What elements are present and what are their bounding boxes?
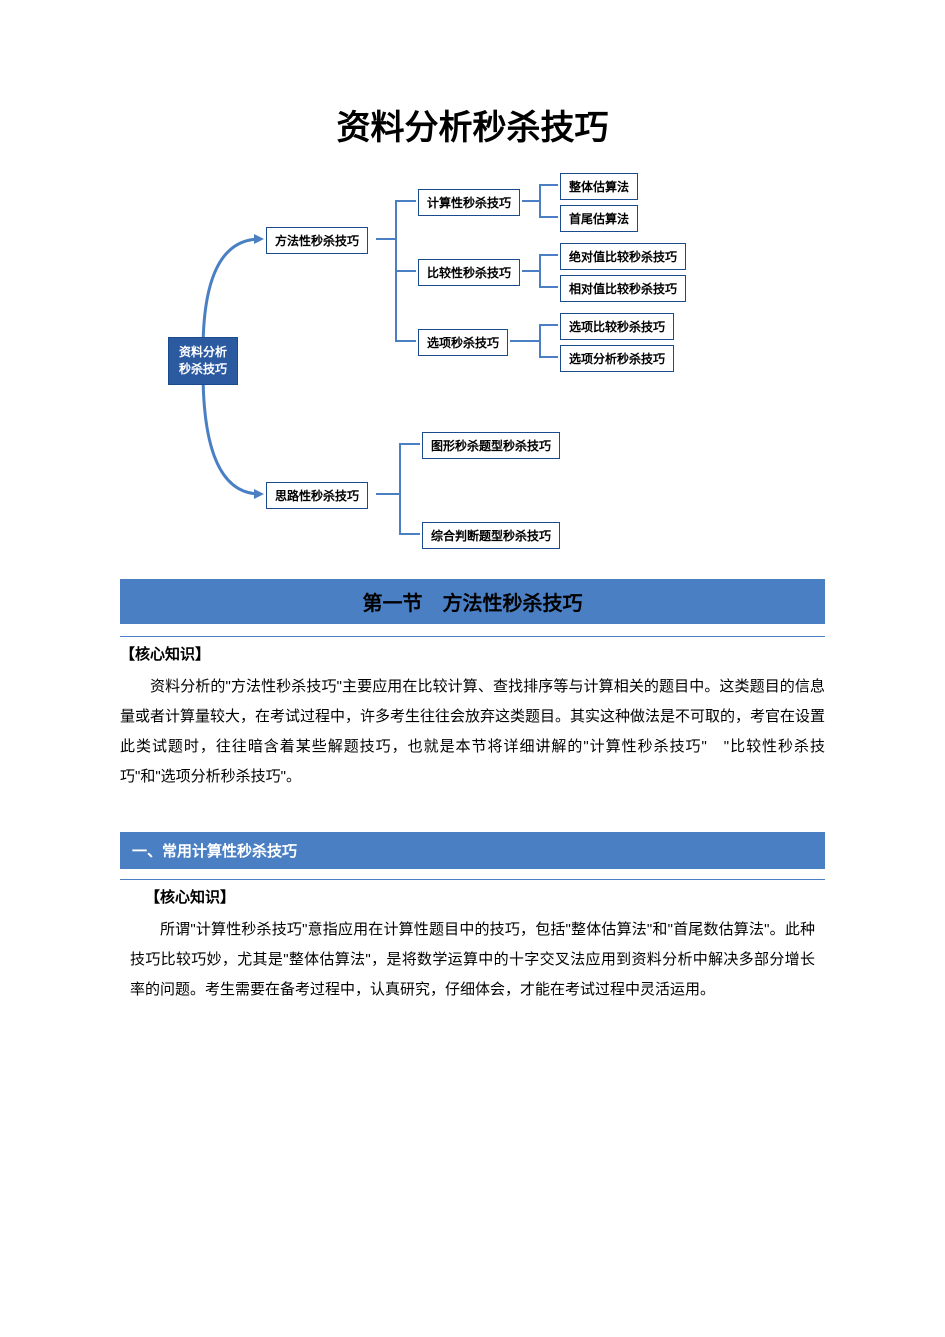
node-leaf-optanalysis: 选项分析秒杀技巧 xyxy=(560,345,674,372)
node-branch2: 思路性秒杀技巧 xyxy=(266,482,368,509)
node-branch1: 方法性秒杀技巧 xyxy=(266,227,368,254)
section2-header: 一、常用计算性秒杀技巧 xyxy=(120,832,825,869)
node-leaf-graphic: 图形秒杀题型秒杀技巧 xyxy=(422,432,560,459)
node-mid-calc: 计算性秒杀技巧 xyxy=(418,189,520,216)
node-leaf-comprehensive: 综合判断题型秒杀技巧 xyxy=(422,522,560,549)
node-mid-compare: 比较性秒杀技巧 xyxy=(418,259,520,286)
section2-content: 【核心知识】 所谓"计算性秒杀技巧"意指应用在计算性题目中的技巧，包括"整体估算… xyxy=(120,879,825,1005)
section2-body: 所谓"计算性秒杀技巧"意指应用在计算性题目中的技巧，包括"整体估算法"和"首尾数… xyxy=(130,915,815,1005)
section1-body: 资料分析的"方法性秒杀技巧"主要应用在比较计算、查找排序等与计算相关的题目中。这… xyxy=(120,672,825,792)
node-leaf-overall: 整体估算法 xyxy=(560,173,638,200)
node-leaf-relative: 相对值比较秒杀技巧 xyxy=(560,275,686,302)
section1-header: 第一节 方法性秒杀技巧 xyxy=(120,579,825,624)
node-leaf-headtail: 首尾估算法 xyxy=(560,205,638,232)
page-title: 资料分析秒杀技巧 xyxy=(120,100,825,149)
tree-diagram: 资料分析秒杀技巧 方法性秒杀技巧 思路性秒杀技巧 计算性秒杀技巧 比较性秒杀技巧… xyxy=(120,179,825,559)
section2-label: 【核心知识】 xyxy=(130,886,815,907)
section1-content: 【核心知识】 资料分析的"方法性秒杀技巧"主要应用在比较计算、查找排序等与计算相… xyxy=(120,636,825,792)
node-leaf-optcompare: 选项比较秒杀技巧 xyxy=(560,313,674,340)
section1-label: 【核心知识】 xyxy=(120,643,825,664)
node-root: 资料分析秒杀技巧 xyxy=(168,337,238,385)
node-mid-option: 选项秒杀技巧 xyxy=(418,329,508,356)
node-leaf-absolute: 绝对值比较秒杀技巧 xyxy=(560,243,686,270)
